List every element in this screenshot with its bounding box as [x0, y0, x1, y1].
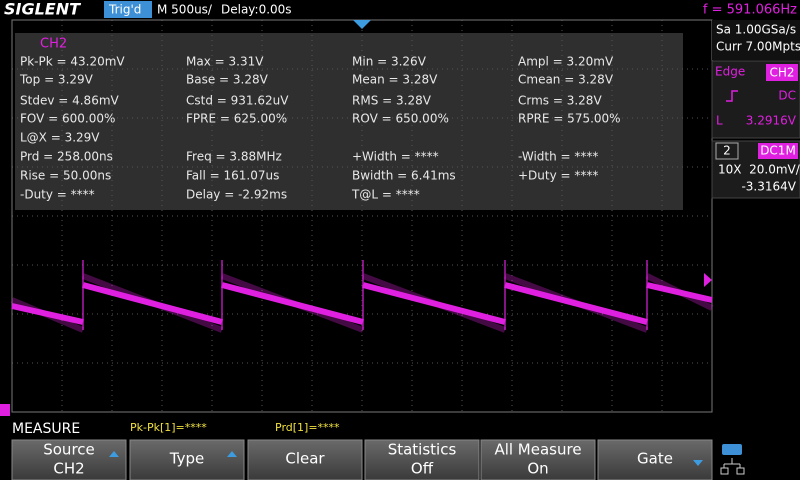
measure-value: -Duty = **** [20, 188, 95, 202]
measure-value: RMS = 3.28V [352, 94, 432, 108]
brand: SIGLENT [4, 0, 81, 19]
softkey[interactable] [247, 439, 363, 480]
measure-channel: CH2 [40, 37, 67, 52]
waveform-trace [11, 282, 713, 325]
softkey-label: Gate [637, 450, 673, 468]
measure-value: FPRE = 625.00% [186, 112, 287, 126]
trigger-position-marker [353, 20, 371, 29]
measure-value: ROV = 650.00% [352, 112, 449, 126]
softkey-arrow [227, 451, 237, 457]
softkey-value: On [527, 460, 548, 478]
measure-value: Max = 3.31V [186, 55, 264, 69]
usb-icon [722, 444, 742, 455]
measure-value: T@L = **** [351, 188, 420, 202]
measure-value: Delay = -2.92ms [186, 188, 287, 202]
softkey[interactable] [364, 439, 480, 480]
quick-measure: Pk-Pk[1]=**** [130, 421, 207, 434]
measure-value: L@X = 3.29V [20, 131, 100, 145]
delay: Delay:0.00s [221, 3, 292, 17]
softkey-label: Source [43, 441, 95, 459]
waveform-persistence [10, 273, 714, 333]
measure-value: Rise = 50.00ns [20, 169, 111, 183]
measure-value: RPRE = 575.00% [518, 112, 621, 126]
channel-marker [0, 404, 10, 416]
softkey[interactable] [129, 439, 245, 480]
trigger-type: Edge [715, 65, 745, 79]
trig-box [104, 1, 152, 18]
channel-number: 2 [723, 144, 731, 158]
sample-rate: Sa 1.00GSa/s [716, 23, 796, 37]
trigger-status: Trig'd [108, 3, 141, 17]
waveform [10, 260, 714, 333]
measure-value: Mean = 3.28V [352, 73, 438, 87]
measure-panel [15, 33, 683, 210]
measure-value: Fall = 161.07us [186, 169, 279, 183]
measure-value: Freq = 3.88MHz [186, 150, 282, 164]
softkey-value: Off [411, 460, 434, 478]
waveform-edges [82, 260, 648, 330]
softkey-label: Statistics [388, 441, 457, 459]
measure-value: Top = 3.29V [19, 73, 94, 87]
measure-value: Cmean = 3.28V [518, 73, 614, 87]
measure-value: Min = 3.26V [352, 55, 427, 69]
trigger-source-box [766, 64, 798, 81]
channel-coupling: DC1M [760, 144, 796, 158]
softkey-label: All Measure [494, 441, 581, 459]
menu-title: MEASURE [12, 421, 80, 437]
memory-depth: Curr 7.00Mpts [716, 40, 800, 54]
softkey[interactable] [480, 439, 596, 480]
measure-value: Ampl = 3.20mV [518, 55, 614, 69]
softkey-label: Type [169, 450, 204, 468]
measure-value: Bwidth = 6.41ms [352, 169, 456, 183]
trigger-level: 3.2916V [746, 114, 797, 128]
quick-measure: Prd[1]=**** [275, 421, 340, 434]
level-label: L [716, 114, 723, 128]
probe-scale: 10X 20.0mV/ [718, 163, 800, 177]
timebase: M 500us/ [157, 3, 213, 17]
measure-value: +Width = **** [352, 150, 439, 164]
acq-panel [712, 20, 800, 60]
measure-value: Base = 3.28V [186, 73, 269, 87]
measure-value: +Duty = **** [518, 169, 598, 183]
measure-value: -Width = **** [518, 150, 598, 164]
network-icon [720, 458, 745, 475]
trigger-level-marker [704, 273, 712, 287]
channel-offset: -3.3164V [741, 180, 796, 194]
measure-value: Crms = 3.28V [518, 94, 602, 108]
softkey[interactable] [11, 439, 127, 480]
edge-icon [726, 90, 738, 102]
coupling-box [758, 143, 798, 159]
trigger-source: CH2 [769, 66, 794, 80]
measure-value: FOV = 600.00% [20, 112, 115, 126]
measure-value: Pk-Pk = 43.20mV [20, 55, 125, 69]
measure-value: Cstd = 931.62uV [186, 94, 289, 108]
softkey-arrow [109, 451, 119, 457]
measure-rows: Pk-Pk = 43.20mV Max = 3.31V Min = 3.26V Amp… [19, 55, 621, 202]
measure-value: Prd = 258.00ns [20, 150, 113, 164]
softkey-arrow [693, 460, 703, 466]
measure-value: Stdev = 4.86mV [20, 94, 120, 108]
trigger-coupling: DC [778, 89, 796, 103]
channel-box [715, 142, 739, 160]
frequency: f = 591.066Hz [703, 3, 797, 18]
softkey-label: Clear [285, 450, 325, 468]
softkey-value: CH2 [53, 460, 84, 478]
